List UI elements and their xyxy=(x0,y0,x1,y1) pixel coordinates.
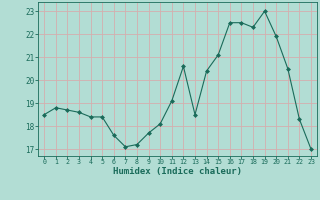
X-axis label: Humidex (Indice chaleur): Humidex (Indice chaleur) xyxy=(113,167,242,176)
